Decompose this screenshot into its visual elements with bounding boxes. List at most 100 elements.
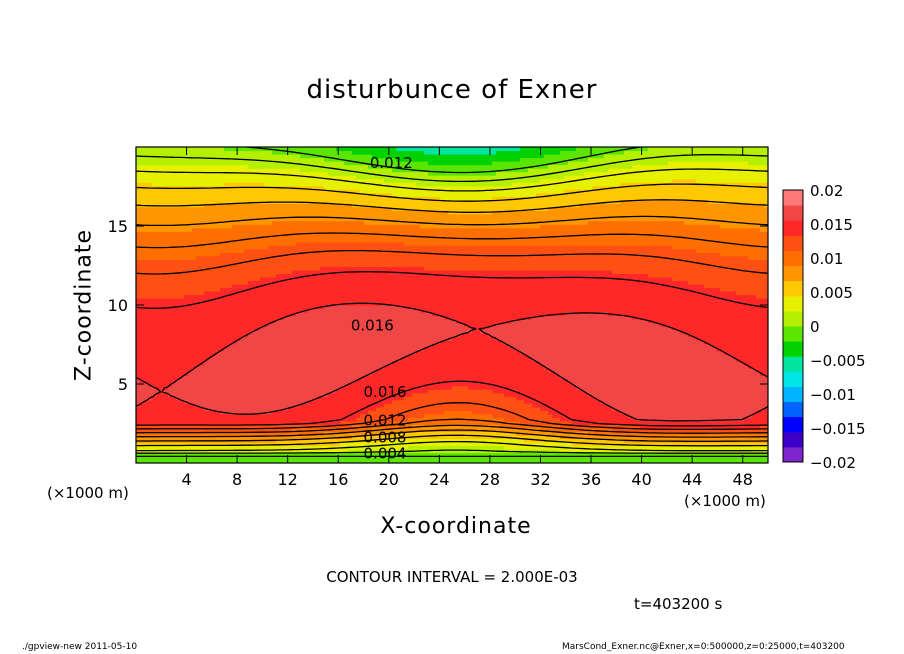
contour-cell	[352, 266, 357, 271]
contour-cell	[168, 336, 173, 341]
contour-cell	[304, 357, 309, 362]
contour-cell	[324, 403, 329, 408]
contour-cell	[168, 276, 173, 282]
contour-cell	[212, 333, 217, 338]
contour-cell	[172, 382, 177, 387]
contour-cell	[228, 280, 233, 285]
contour-cell	[288, 343, 293, 348]
contour-cell	[244, 315, 249, 320]
contour-cell	[196, 396, 201, 401]
contour-cell	[336, 220, 341, 225]
contour-cell	[268, 452, 273, 457]
contour-cell	[140, 413, 145, 418]
contour-cell	[216, 308, 221, 313]
contour-cell	[148, 287, 153, 292]
contour-cell	[252, 312, 257, 317]
contour-cell	[216, 385, 221, 390]
contour-cell	[176, 217, 181, 222]
contour-cell	[136, 308, 141, 313]
contour-cell	[320, 350, 325, 355]
contour-cell	[352, 241, 357, 246]
contour-cell	[212, 378, 217, 383]
contour-cell	[316, 224, 321, 229]
contour-cell	[244, 280, 249, 285]
contour-cell	[288, 171, 293, 176]
contour-cell	[304, 217, 309, 222]
contour-cell	[292, 175, 297, 180]
contour-cell	[288, 220, 293, 225]
contour-cell	[276, 455, 281, 461]
contour-cell	[164, 206, 169, 211]
contour-cell	[240, 234, 245, 239]
contour-cell	[288, 308, 293, 313]
contour-cell	[336, 283, 341, 289]
contour-cell	[336, 375, 341, 380]
contour-cell	[240, 312, 245, 317]
contour-cell	[192, 364, 197, 369]
contour-cell	[344, 424, 349, 429]
contour-cell	[136, 213, 141, 218]
contour-cell	[136, 217, 141, 222]
contour-cell	[268, 245, 273, 250]
contour-cell	[280, 255, 285, 260]
contour-cell	[348, 424, 353, 429]
contour-cell	[268, 445, 273, 450]
contour-cell	[200, 150, 205, 155]
contour-cell	[248, 262, 253, 267]
contour-cell	[332, 234, 337, 239]
contour-cell	[140, 269, 145, 274]
contour-cell	[340, 308, 345, 313]
contour-cell	[288, 217, 293, 222]
contour-cell	[212, 424, 217, 429]
contour-cell	[228, 161, 233, 166]
contour-cell	[168, 178, 173, 183]
contour-cell	[260, 252, 265, 257]
contour-cell	[280, 392, 285, 397]
contour-cell	[260, 413, 265, 418]
contour-cell	[308, 301, 313, 306]
contour-cell	[244, 206, 249, 211]
contour-cell	[144, 455, 149, 461]
contour-cell	[228, 290, 233, 296]
contour-cell	[160, 326, 165, 331]
contour-cell	[296, 203, 301, 208]
contour-cell	[264, 178, 269, 183]
contour-cell	[184, 290, 189, 296]
contour-cell	[312, 203, 317, 208]
contour-cell	[208, 164, 213, 169]
contour-cell	[264, 154, 269, 159]
contour-cell	[312, 385, 317, 390]
contour-cell	[184, 357, 189, 362]
contour-cell	[236, 347, 241, 352]
contour-cell	[264, 361, 269, 366]
contour-cell	[300, 217, 305, 222]
contour-cell	[172, 403, 177, 408]
contour-cell	[184, 287, 189, 292]
contour-cell	[176, 280, 181, 285]
contour-cell	[232, 175, 237, 180]
contour-cell	[196, 175, 201, 180]
contour-cell	[340, 438, 345, 443]
contour-cell	[276, 203, 281, 208]
contour-cell	[348, 192, 353, 197]
contour-cell	[228, 276, 233, 282]
contour-cell	[180, 199, 185, 204]
contour-cell	[356, 410, 361, 415]
contour-cell	[328, 385, 333, 390]
contour-cell	[224, 340, 229, 345]
contour-cell	[320, 326, 325, 331]
contour-cell	[316, 385, 321, 390]
contour-cell	[224, 269, 229, 274]
contour-cell	[332, 452, 337, 457]
contour-cell	[320, 297, 325, 303]
contour-cell	[284, 224, 289, 229]
contour-cell	[188, 248, 193, 253]
contour-cell	[304, 203, 309, 208]
contour-cell	[136, 452, 141, 457]
contour-cell	[276, 452, 281, 457]
contour-cell	[224, 280, 229, 285]
contour-cell	[304, 192, 309, 197]
contour-cell	[244, 283, 249, 289]
contour-cell	[248, 340, 253, 345]
contour-cell	[248, 417, 253, 422]
